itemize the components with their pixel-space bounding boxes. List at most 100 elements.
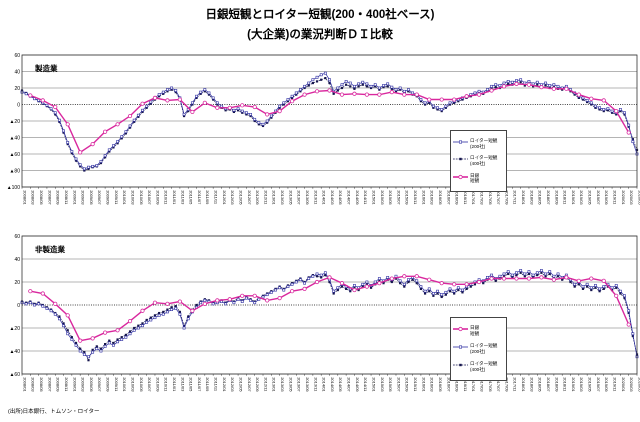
plot-frame [21,235,638,375]
x-tick-label: 2020/03 [629,190,634,205]
x-tick-label: 2015/11 [413,190,418,205]
x-tick-label: 2008/05 [39,377,44,392]
plot-area-title: 製造業 [34,63,58,73]
x-tick-label: 2018/09 [554,190,559,205]
x-tick-label: 2016/01 [421,377,426,392]
x-tick-label: 2010/07 [147,377,152,392]
x-tick-label: 2019/11 [612,190,617,205]
x-tick-label: 2011/05 [189,377,194,392]
y-tick-label: ▲40 [9,135,20,141]
x-tick-label: 2008/03 [31,377,36,392]
legend-swatch-boj [453,327,468,332]
x-tick-label: 2014/05 [338,190,343,205]
x-tick-label: 2014/03 [330,377,335,392]
x-tick-label: 2016/07 [446,377,451,392]
x-tick-label: 2017/01 [471,377,476,392]
x-tick-label: 2018/05 [538,190,543,205]
x-tick-label: 2015/09 [405,377,410,392]
x-tick-label: 2017/01 [471,190,476,205]
x-tick-label: 2017/07 [496,377,501,392]
x-tick-label: 2008/11 [64,377,69,392]
y-tick-label: 60 [14,234,20,240]
legend-entry-r200: ロイター短観 (200社) [453,138,504,149]
x-tick-label: 2008/07 [47,377,52,392]
x-tick-label: 2015/03 [380,377,385,392]
x-tick-label: 2011/07 [197,190,202,205]
y-tick-label: 0 [17,303,20,309]
chart-title-line2: (大企業)の業況判断ＤＩ比較 [247,29,393,42]
x-tick-label: 2011/09 [205,377,210,392]
x-tick-label: 2018/07 [546,190,551,205]
x-tick-label: 2014/07 [347,377,352,392]
x-tick-label: 2014/01 [322,377,327,392]
y-tick-label: ▲40 [9,349,20,355]
y-tick-label: 0 [17,102,20,108]
legend-label: ロイター短観 (400社) [470,361,498,372]
y-tick-label: 40 [14,257,20,263]
y-tick-label: ▲60 [9,372,20,378]
x-tick-label: 2018/01 [521,377,526,392]
x-tick-label: 2018/03 [529,190,534,205]
x-tick-label: 2020/01 [621,377,626,392]
x-tick-label: 2011/05 [189,190,194,205]
chart-title: 日銀短観とロイター短観(200・400社ベース) (大企業)の業況判断ＤＩ比較 [0,5,640,45]
x-tick-label: 2015/01 [371,190,376,205]
x-tick-label: 2008/05 [39,190,44,205]
legend-entry-r400: ロイター短観 (400社) [453,361,504,372]
legend-entry-boj: 日銀 短観 [453,173,504,184]
series-markers-r400 [20,271,639,362]
x-tick-label: 2015/05 [388,190,393,205]
x-tick-label: 2013/11 [313,190,318,205]
y-tick-label: 60 [14,53,20,59]
legend-label: 日銀 短観 [470,172,480,184]
x-tick-label: 2013/03 [280,377,285,392]
x-tick-label: 2015/11 [413,377,418,392]
x-tick-label: 2010/03 [130,190,135,205]
series-line-r400 [21,272,638,362]
legend-entry-boj: 日銀 短観 [453,325,504,336]
x-tick-label: 2013/01 [272,377,277,392]
x-tick-label: 2011/03 [180,190,185,205]
x-tick-label: 2017/09 [504,190,509,205]
y-tick-label: ▲60 [9,152,20,158]
x-tick-label: 2015/09 [405,190,410,205]
x-tick-label: 2015/05 [388,377,393,392]
x-tick-label: 2011/11 [214,190,219,205]
x-tick-label: 2014/11 [363,190,368,205]
x-tick-label: 2020/01 [621,190,626,205]
y-tick-label: ▲20 [9,119,20,125]
x-tick-label: 2014/01 [322,190,327,205]
x-tick-label: 2010/07 [147,190,152,205]
legend-swatch-r400 [453,363,468,367]
x-tick-label: 2011/09 [205,190,210,205]
x-tick-label: 2018/01 [521,190,526,205]
x-tick-label: 2017/05 [488,377,493,392]
x-tick-label: 2009/01 [72,190,77,205]
x-tick-label: 2008/09 [56,190,61,205]
legend-entry-r200: ロイター短観 (200社) [453,343,504,354]
x-tick-label: 2018/03 [529,377,534,392]
plot-area-title: 非製造業 [35,244,65,254]
x-tick-label: 2016/03 [430,190,435,205]
x-tick-label: 2018/09 [554,377,559,392]
legend-swatch-r400 [453,158,468,161]
x-tick-label: 2009/07 [97,190,102,205]
series-markers-boj [28,274,631,343]
legend-swatch-boj [453,174,468,179]
legend-swatch-r200 [453,140,468,144]
x-tick-label: 2010/01 [122,377,127,392]
x-tick-label: 2009/09 [106,377,111,392]
non-manufacturing-legend: 日銀 短観ロイター短観 (200社) ロイター短観 (400社) [450,317,507,381]
x-tick-label: 2012/11 [263,377,268,392]
x-tick-label: 2013/07 [297,377,302,392]
x-tick-label: 2011/03 [180,377,185,392]
x-tick-label: 2015/07 [396,377,401,392]
series-markers-r200 [20,269,639,359]
x-tick-label: 2019/09 [604,377,609,392]
x-tick-label: 2014/09 [355,190,360,205]
x-tick-label: 2009/07 [97,377,102,392]
x-tick-label: 2017/05 [488,190,493,205]
x-tick-label: 2013/05 [288,190,293,205]
